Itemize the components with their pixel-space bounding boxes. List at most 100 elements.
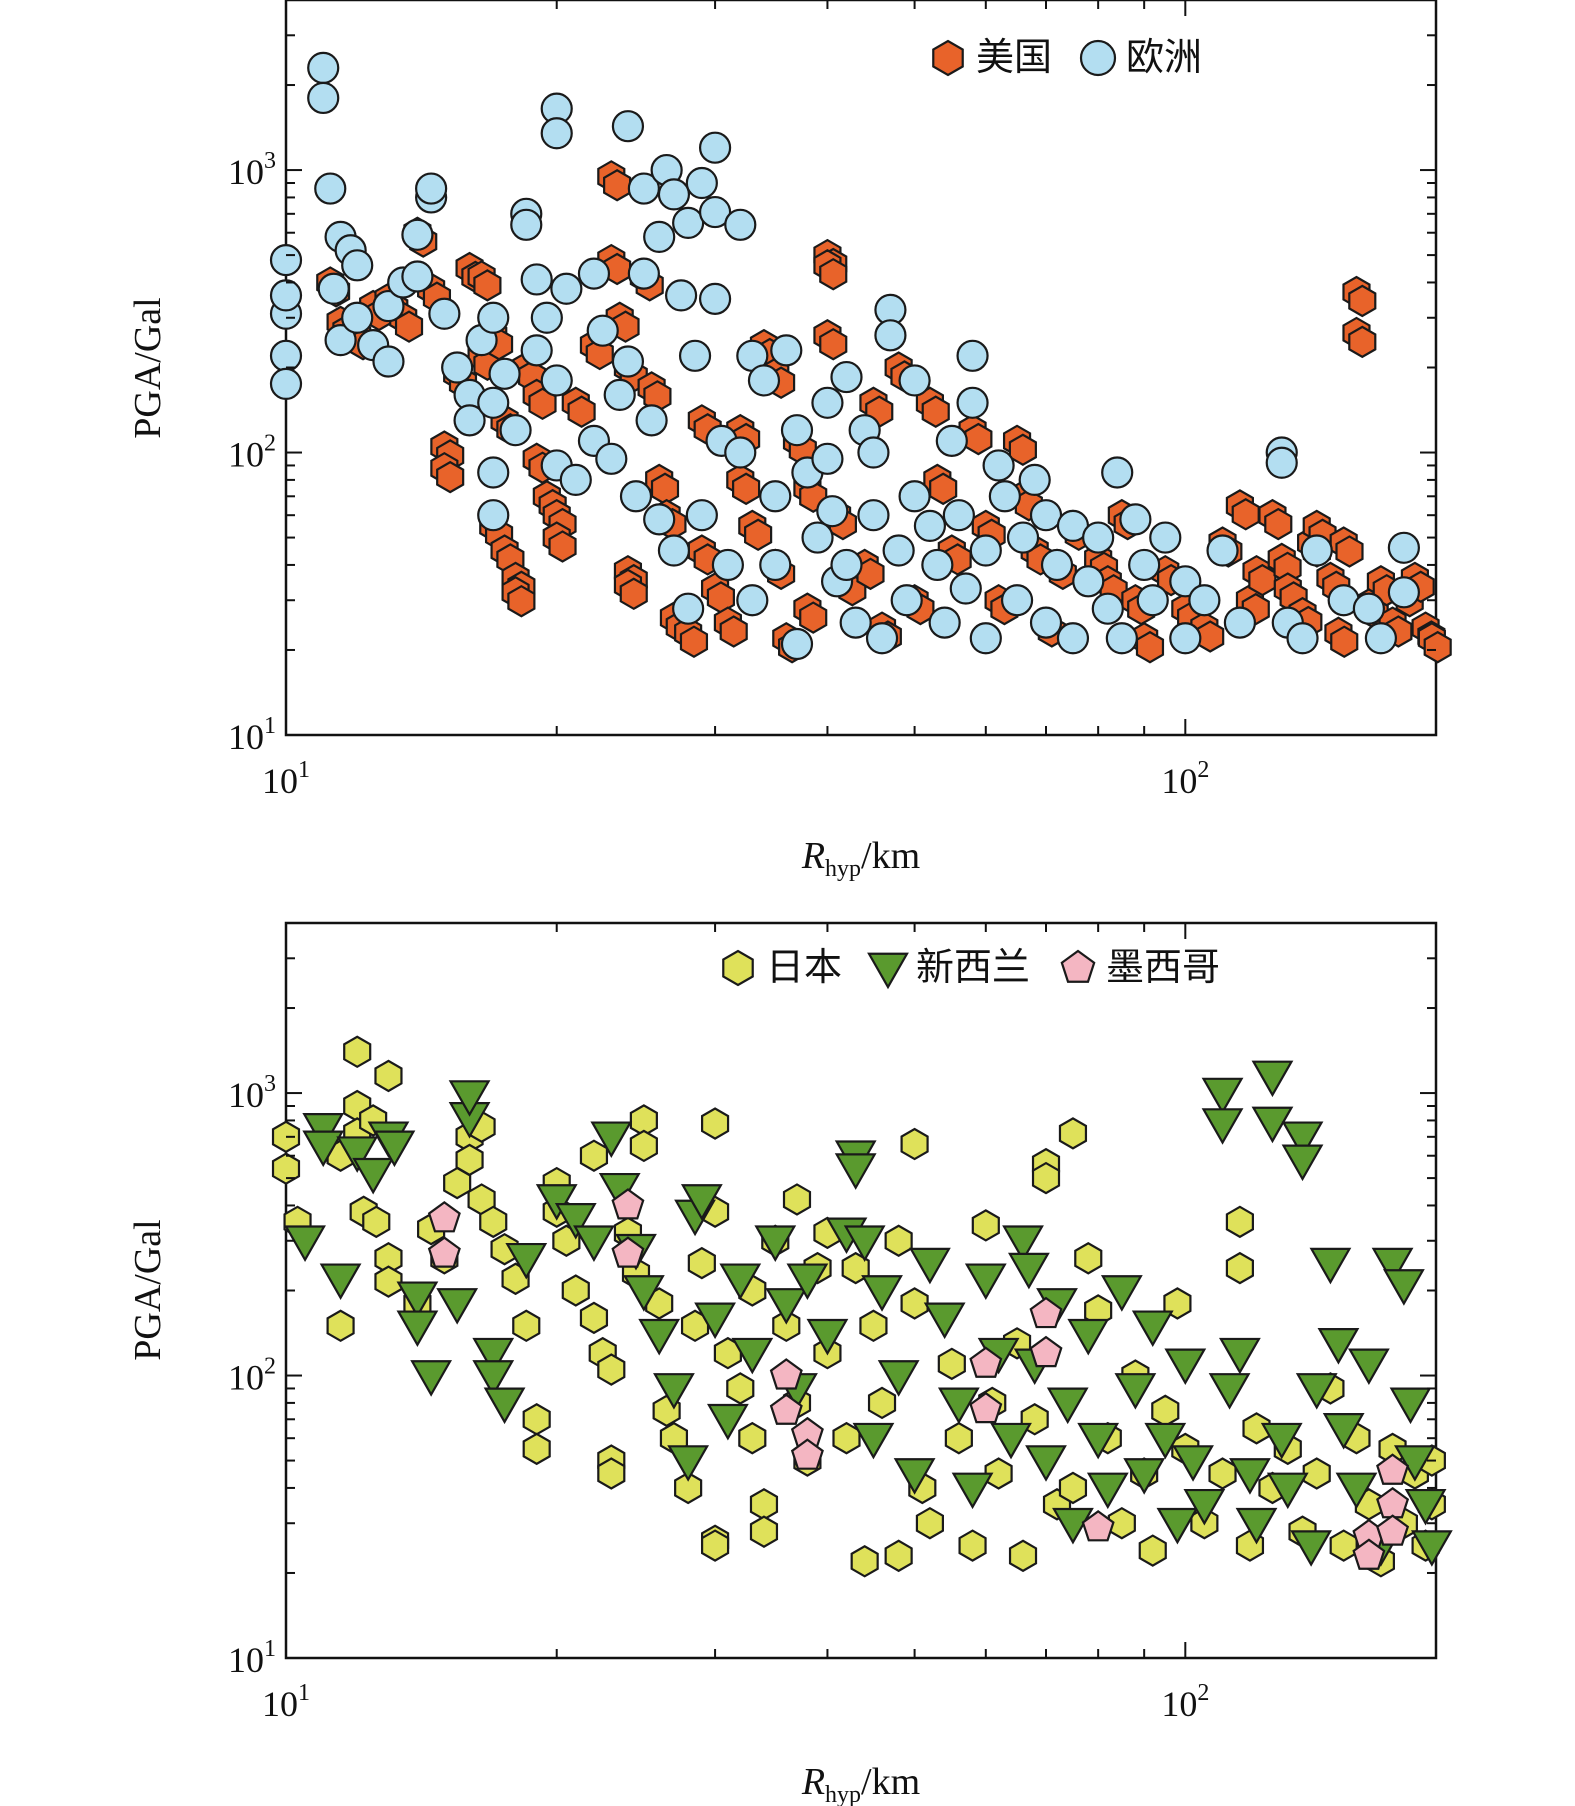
data-point [759, 548, 792, 582]
data-point [585, 337, 614, 371]
data-point [806, 1318, 849, 1356]
data-point [935, 424, 968, 457]
data-point [627, 257, 660, 290]
data-point [782, 1183, 812, 1216]
data-point [909, 1247, 951, 1285]
data-point [830, 360, 863, 394]
y-tick-label: 101 [228, 713, 276, 757]
series-layer [271, 1035, 1453, 1578]
data-point [1018, 463, 1051, 497]
data-point [765, 1288, 808, 1325]
data-point [1128, 548, 1161, 582]
data-point [770, 334, 803, 367]
data-point [1231, 498, 1260, 531]
data-point [341, 301, 374, 334]
y-tick-label: 101 [228, 1636, 276, 1680]
data-point [698, 282, 732, 315]
data-point [1029, 1335, 1063, 1368]
data-point [1248, 563, 1277, 597]
data-point [448, 1080, 491, 1117]
data-point [597, 1457, 626, 1490]
data-point [1201, 1077, 1244, 1115]
data-point [619, 577, 648, 611]
data-point [1335, 1472, 1378, 1510]
data-point [374, 1265, 403, 1298]
data-point [1029, 606, 1063, 639]
data-point [512, 1309, 541, 1343]
data-point [638, 1318, 681, 1356]
data-point [540, 117, 573, 150]
data-point [505, 1242, 548, 1280]
data-point [548, 530, 577, 563]
data-point [540, 364, 573, 397]
data-point [1352, 592, 1385, 625]
data-point [410, 1360, 453, 1397]
tick-labels: 101 102 101 102 103 [228, 148, 1209, 801]
data-point [362, 1205, 391, 1239]
data-point [964, 1263, 1007, 1301]
data-point [1322, 1413, 1365, 1450]
data-point [1136, 584, 1169, 617]
y-tick-label: 102 [228, 431, 276, 475]
data-point [1352, 1538, 1386, 1570]
chart-top: 101 102 101 102 103 PGA/Gal Rhyp/km 美国 欧洲 [127, 0, 1452, 882]
data-point [988, 480, 1021, 513]
data-point [619, 480, 653, 513]
data-point [1144, 1422, 1187, 1460]
data-point [700, 1529, 730, 1562]
data-point [1029, 499, 1063, 532]
data-point [522, 1432, 551, 1466]
data-point [650, 472, 680, 506]
data-point [1172, 1445, 1214, 1482]
data-point [352, 1157, 395, 1195]
data-point [1074, 1242, 1103, 1275]
y-tick-label: 103 [228, 1071, 276, 1115]
data-point [830, 548, 863, 582]
data-point [499, 414, 532, 447]
data-point [643, 503, 676, 536]
data-point [611, 345, 645, 378]
data-point [877, 1360, 920, 1397]
data-point [937, 1387, 980, 1425]
data-point [882, 534, 915, 567]
data-point [1225, 1205, 1254, 1239]
data-point [898, 364, 931, 397]
data-point [324, 324, 357, 357]
data-point [559, 463, 592, 497]
data-point [672, 206, 705, 240]
data-point [455, 1143, 484, 1177]
data-point [472, 1360, 515, 1397]
data-point [859, 1309, 888, 1343]
data-point [982, 449, 1015, 482]
data-point [307, 51, 340, 84]
x-axis-label-sub: hyp [825, 856, 861, 882]
data-point [1290, 1530, 1333, 1567]
data-point [951, 1472, 994, 1510]
data-point [1149, 521, 1182, 554]
data-point [1251, 1060, 1294, 1098]
data-point [698, 195, 732, 229]
data-point [1135, 630, 1165, 664]
data-point [724, 208, 757, 241]
data-point [956, 339, 989, 372]
data-point [302, 1130, 345, 1168]
x-axis-label-sub: hyp [825, 1782, 861, 1806]
data-point [611, 1236, 645, 1268]
data-point [1281, 1144, 1324, 1182]
data-point [1206, 534, 1239, 567]
data-point [1260, 1422, 1303, 1460]
data-point [510, 208, 543, 241]
data-point [1219, 1337, 1261, 1375]
series-triangle-down [284, 1060, 1453, 1567]
data-point [923, 1302, 966, 1340]
legend-label: 日本 [766, 947, 842, 989]
data-point [629, 1129, 658, 1163]
data-point [1348, 284, 1377, 318]
data-point [1123, 1458, 1166, 1495]
legend-item: 日本 [722, 947, 842, 989]
data-point [964, 422, 993, 456]
data-point [573, 1225, 615, 1262]
data-point [579, 1139, 609, 1172]
data-point [865, 622, 899, 655]
data-point [1058, 1471, 1088, 1505]
